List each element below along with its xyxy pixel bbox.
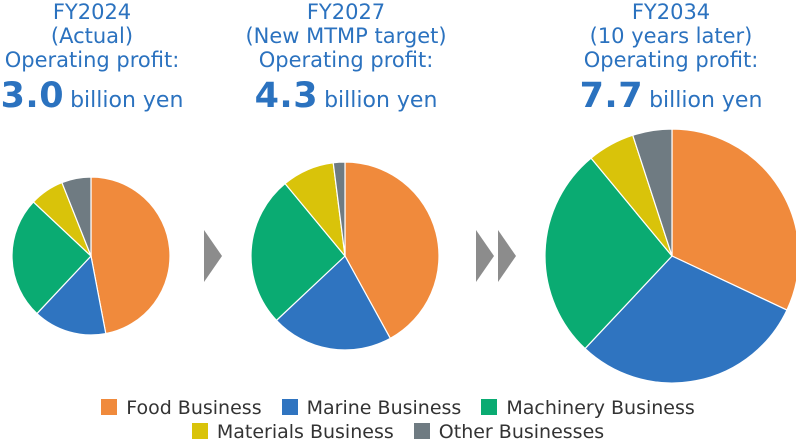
legend-label: Food Business xyxy=(126,397,262,419)
profit-value-fy2024: 3.0 billion yen xyxy=(0,76,184,116)
legend-swatch xyxy=(191,423,208,439)
legend-item-other: Other Businesses xyxy=(413,421,605,443)
profit-value-fy2027: 4.3 billion yen xyxy=(224,76,468,116)
pie-slice-food xyxy=(90,176,171,335)
pie-slice-machinery xyxy=(544,157,673,350)
legend-item-materials: Materials Business xyxy=(191,421,394,443)
profit-value-fy2034: 7.7 billion yen xyxy=(560,76,782,116)
legend-row-1: Food Business Marine Business Machinery … xyxy=(0,397,796,419)
header-line-note: (10 years later) xyxy=(589,24,753,48)
pie-slice-other xyxy=(332,161,346,257)
legend-swatch xyxy=(281,399,298,415)
header-line-label: Operating profit: xyxy=(258,48,434,72)
legend-item-machinery: Machinery Business xyxy=(481,397,695,419)
header-line-note: (Actual) xyxy=(50,24,134,48)
header-fy2027: FY2027 (New MTMP target) Operating profi… xyxy=(224,0,468,116)
legend-label: Materials Business xyxy=(216,421,394,443)
legend-item-marine: Marine Business xyxy=(281,397,462,419)
header-line-note: (New MTMP target) xyxy=(245,24,447,48)
header-line-label: Operating profit: xyxy=(583,48,759,72)
pie-slice-marine xyxy=(36,254,107,336)
profit-unit: billion yen xyxy=(324,88,438,113)
pie-slice-food xyxy=(671,128,796,311)
legend-swatch xyxy=(101,399,118,415)
pie-chart-fy2027 xyxy=(250,161,440,351)
legend-item-food: Food Business xyxy=(101,397,262,419)
pie-slice-marine xyxy=(275,255,392,351)
header-line-label: Operating profit: xyxy=(4,48,180,72)
header-fy2024: FY2024 (Actual) Operating profit: 3.0 bil… xyxy=(0,0,184,116)
pie-slice-machinery xyxy=(250,182,346,322)
pie-chart-fy2024 xyxy=(11,176,171,336)
header-line-year: FY2024 xyxy=(52,0,132,24)
arrow-right-icon xyxy=(498,230,516,282)
header-fy2034: FY2034 (10 years later) Operating profit… xyxy=(560,0,782,116)
legend-label: Marine Business xyxy=(306,397,462,419)
arrow-right-icon xyxy=(476,230,494,282)
legend-label: Other Businesses xyxy=(438,421,605,443)
profit-unit: billion yen xyxy=(70,88,184,113)
legend-swatch xyxy=(413,423,430,439)
pie-charts xyxy=(11,128,796,384)
legend-row-2: Materials Business Other Businesses xyxy=(0,421,796,443)
arrow-right-icon xyxy=(204,230,222,282)
header-line-year: FY2034 xyxy=(631,0,711,24)
pie-slice-food xyxy=(344,161,440,340)
profit-number: 7.7 xyxy=(579,76,644,116)
pie-slice-other xyxy=(631,128,673,257)
pie-slice-other xyxy=(61,176,92,257)
pie-slice-marine xyxy=(584,255,788,384)
profit-unit: billion yen xyxy=(649,88,763,113)
header-line-year: FY2027 xyxy=(306,0,386,24)
profit-number: 3.0 xyxy=(0,76,65,116)
profit-number: 4.3 xyxy=(254,76,319,116)
legend-swatch xyxy=(481,399,498,415)
legend-label: Machinery Business xyxy=(506,397,695,419)
pie-chart-fy2034 xyxy=(544,128,796,384)
pie-slice-machinery xyxy=(11,201,92,315)
